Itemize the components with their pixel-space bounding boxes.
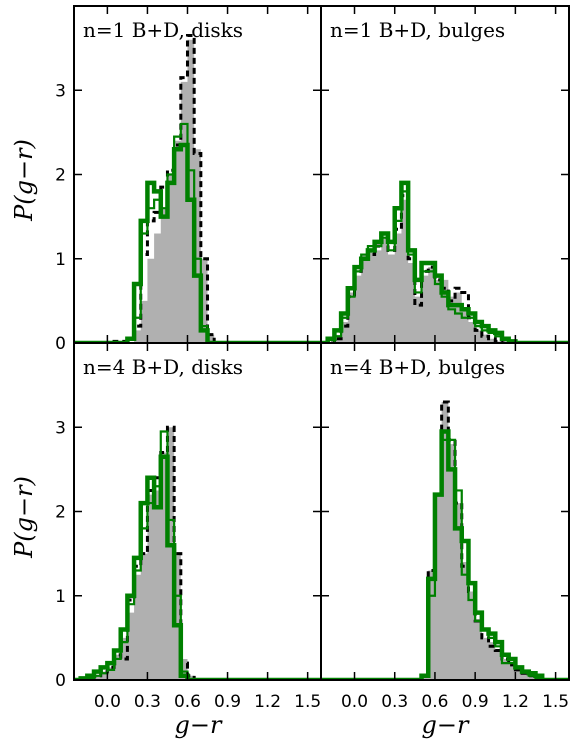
x-tick-label: 0.6 [174,692,201,712]
y-tick-label: 1 [55,587,66,607]
y-tick-label: 3 [55,81,66,101]
x-tick-label: 0.9 [214,692,241,712]
panel-title: n=4 B+D, bulges [330,355,505,379]
hist-green-thick [74,454,321,680]
hist-black-dashed [74,425,321,680]
panel-4: 0.0 0.3 0.6 0.9 1.2 1.5 n=4 B+D, bulges [320,342,570,712]
panel-3: 0.0 0.3 0.6 0.9 1.2 1.5 0 1 2 3 n=4 B+D, disks [55,342,322,712]
panel-frame [320,342,570,681]
y-tick-label: 0 [55,334,66,354]
plot-area [74,33,321,343]
plot-area [321,400,569,680]
x-tick-label: 0.3 [134,692,161,712]
panel-frame [73,342,322,681]
plot-area [74,425,321,680]
hist-green-thick [321,429,569,680]
hist-filled-gray [74,427,321,680]
x-tick-label: 0.0 [94,692,121,712]
y-axis-title-top: P(g−r) [10,139,38,222]
plot-area [321,180,569,343]
x-axis-title-left: g−r [175,711,223,739]
x-tick-label: 1.5 [294,692,321,712]
y-tick-label: 3 [55,418,66,438]
hist-filled-gray [321,401,569,680]
x-tick-label: 0.0 [341,692,368,712]
x-tick-label: 1.2 [254,692,281,712]
hist-green-thick [74,142,321,343]
x-tick-label: 0.6 [421,692,448,712]
hist-filled-gray [74,39,321,343]
x-tick-label: 1.2 [502,692,529,712]
panel-2: n=1 B+D, bulges [320,5,570,344]
panel-title: n=1 B+D, disks [83,18,243,42]
hist-green-thin [74,430,321,680]
y-axis-title-bottom: P(g−r) [10,476,38,559]
y-tick-label: 2 [55,166,66,186]
y-tick-label: 0 [55,671,66,691]
hist-filled-gray [321,199,569,343]
x-tick-label: 1.5 [542,692,569,712]
x-tick-label: 0.3 [381,692,408,712]
panel-title: n=1 B+D, bulges [330,18,505,42]
x-axis-title-right: g−r [422,711,470,739]
y-tick-label: 2 [55,503,66,523]
panel-1: 0 1 2 3 n=1 B+D, disks [55,5,322,354]
x-tick-label: 0.9 [462,692,489,712]
y-tick-label: 1 [55,250,66,270]
panel-title: n=4 B+D, disks [83,355,243,379]
hist-green-thick [321,180,569,343]
